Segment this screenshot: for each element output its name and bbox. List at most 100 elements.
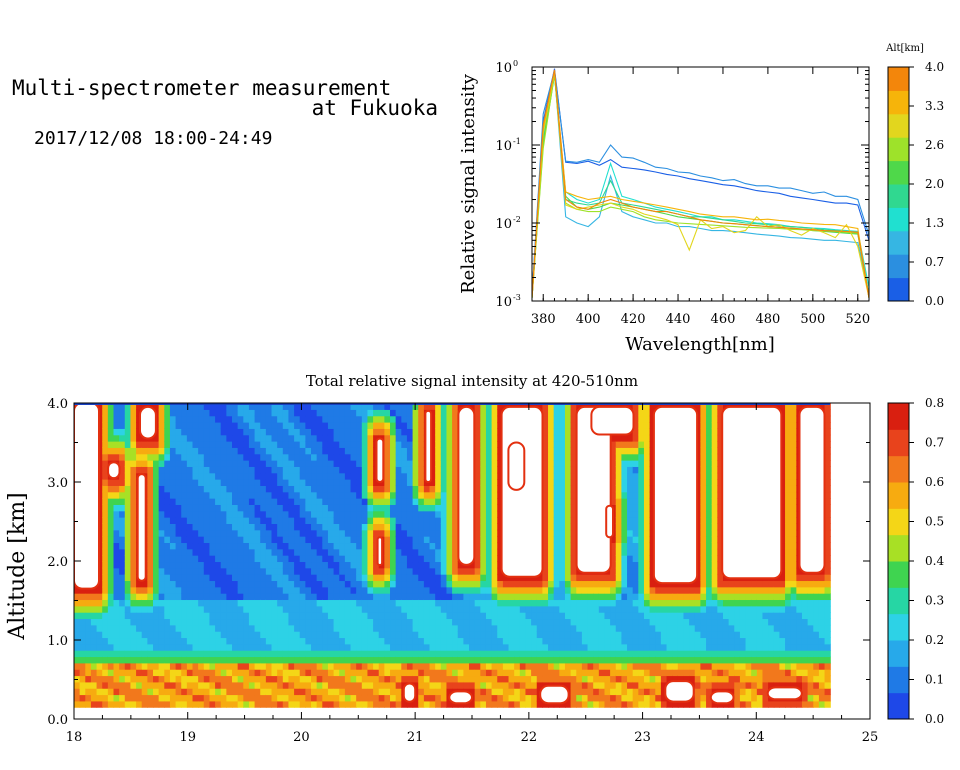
heatmap-cell (587, 694, 594, 702)
heatmap-cell (344, 422, 352, 429)
heatmap-cell (570, 631, 577, 639)
heatmap-cell (288, 637, 295, 645)
heatmap-cell (209, 580, 216, 588)
heatmap-cell (237, 593, 244, 601)
heatmap-cell (401, 536, 408, 544)
heatmap-cell (260, 453, 267, 461)
heatmap-cell (497, 700, 504, 708)
heatmap-cell (390, 536, 397, 544)
heatmap-cell (130, 498, 137, 505)
heatmap-cell (124, 466, 132, 474)
heatmap-cell (107, 510, 115, 518)
heatmap-cell (548, 434, 555, 442)
heatmap-cell (339, 681, 346, 689)
heatmap-cell (440, 529, 448, 537)
heatmap-cell (260, 460, 267, 467)
heatmap-cell (514, 624, 521, 632)
heatmap-cell (282, 688, 290, 696)
heatmap-cell (440, 700, 448, 708)
heatmap-cell (186, 498, 194, 505)
heatmap-cell (373, 479, 380, 486)
heatmap-cell (119, 542, 126, 550)
heatmap-cell (277, 694, 284, 702)
heatmap-cell (390, 479, 397, 486)
heatmap-cell (282, 669, 290, 677)
heatmap-cell (378, 517, 385, 524)
heatmap-cell (632, 422, 639, 429)
heatmap-cell (406, 460, 414, 467)
heatmap-cell (260, 415, 267, 423)
heatmap-cell (480, 561, 487, 569)
heatmap-cell (141, 593, 148, 601)
heatmap-cell (282, 529, 290, 537)
heatmap-cell (209, 561, 216, 569)
heatmap-cell (186, 643, 194, 651)
heatmap-cell (536, 612, 543, 620)
heatmap-cell (395, 441, 402, 448)
heatmap-cell (243, 415, 250, 423)
heatmap-cell (373, 498, 380, 505)
heatmap-cell (316, 447, 323, 455)
heatmap-cell (186, 631, 194, 639)
heatmap-cell (480, 485, 487, 493)
heatmap-cell (452, 498, 459, 505)
heatmap-cell (440, 428, 448, 436)
heatmap-cell (158, 688, 165, 696)
heatmap-cell (198, 605, 205, 613)
heatmap-cell (378, 567, 385, 575)
heatmap-cell (277, 700, 284, 708)
heatmap-cell (136, 688, 143, 696)
heatmap-cell (356, 472, 363, 480)
heatmap-cell (90, 624, 98, 632)
heatmap-cell (638, 567, 645, 575)
heatmap-cell (367, 453, 374, 461)
heatmap-cell (570, 409, 577, 417)
heatmap-cell (361, 498, 369, 505)
heatmap-cell (186, 434, 194, 442)
heatmap-cell (435, 529, 442, 537)
heatmap-cell (548, 662, 555, 670)
heatmap-cell (632, 656, 639, 664)
heatmap-cell (147, 504, 154, 512)
heatmap-cell (102, 624, 109, 632)
heatmap-cell (559, 650, 566, 658)
heatmap-cell (192, 624, 199, 632)
heatmap-cell (327, 656, 335, 664)
heatmap-cell (440, 479, 448, 486)
heatmap-cell (220, 631, 227, 639)
heatmap-cell (536, 580, 543, 588)
heatmap-cell (615, 650, 622, 658)
heatmap-cell (356, 409, 363, 417)
heatmap-cell (564, 681, 572, 689)
heatmap-cell (333, 681, 340, 689)
heatmap-cell (322, 631, 329, 639)
heatmap-cell (226, 681, 233, 689)
heatmap-cell (412, 415, 419, 423)
heatmap-cell (610, 612, 617, 620)
heatmap-cell (378, 656, 385, 664)
heatmap-cell (485, 650, 493, 658)
heatmap-cell (271, 536, 278, 544)
heatmap-cell (265, 605, 273, 613)
heatmap-cell (491, 662, 498, 670)
heatmap-cell (215, 662, 222, 670)
heatmap-cell (559, 403, 566, 410)
heatmap-cell (294, 453, 301, 461)
heatmap-cell (248, 498, 256, 505)
heatmap-cell (175, 681, 182, 689)
heatmap-cell (107, 574, 115, 582)
heatmap-cell (215, 681, 222, 689)
heatmap-cell (164, 612, 171, 620)
heatmap-cell (232, 529, 239, 537)
heatmap-cell (553, 542, 560, 550)
heatmap-cell (519, 662, 527, 670)
heatmap-cell (277, 593, 284, 601)
heatmap-cell (621, 561, 628, 569)
heatmap-cell (384, 681, 391, 689)
heatmap-cell (497, 561, 504, 569)
heatmap-cell (232, 688, 239, 696)
heatmap-cell (480, 631, 487, 639)
heatmap-cell (440, 523, 448, 531)
heatmap-cell (169, 574, 177, 582)
heatmap-cell (136, 460, 143, 467)
